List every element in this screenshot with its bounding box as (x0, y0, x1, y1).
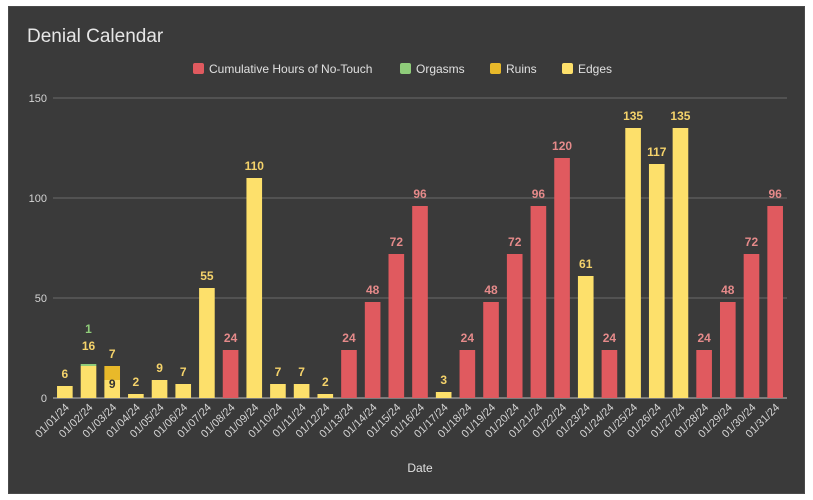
y-tick-label: 0 (41, 393, 47, 405)
legend-entry: Ruins (506, 62, 537, 76)
y-axis: 0 50 100 150 (29, 93, 47, 405)
data-label-hours: 120 (552, 139, 572, 153)
chart-title: Denial Calendar (27, 26, 164, 47)
data-label-hours: 72 (745, 235, 759, 249)
data-label-orgasms: 1 (85, 322, 92, 336)
data-label-edges: 7 (180, 365, 187, 379)
data-label-hours: 48 (366, 283, 380, 297)
bar-hours (483, 302, 499, 398)
bar-hours (222, 350, 239, 398)
legend-swatch (490, 63, 501, 74)
data-label-hours: 96 (413, 187, 427, 201)
bar-orgasms (80, 364, 97, 366)
bar-hours (719, 302, 736, 398)
data-label-edges: 6 (61, 367, 68, 381)
data-label-edges: 61 (579, 257, 593, 271)
data-label-hours: 72 (390, 235, 404, 249)
data-label-hours: 24 (461, 331, 475, 345)
bar-edges (648, 164, 665, 398)
bar-edges (246, 178, 263, 398)
bar-edges (293, 384, 310, 398)
bar-edges (577, 276, 594, 398)
data-label-edges: 7 (275, 365, 282, 379)
data-label-hours: 72 (508, 235, 522, 249)
bar-hours (341, 350, 357, 398)
data-label-ruins: 7 (109, 347, 116, 361)
legend-swatch (562, 63, 573, 74)
y-tick-label: 100 (29, 193, 47, 205)
data-label-hours: 24 (224, 331, 238, 345)
data-label-hours: 24 (603, 331, 617, 345)
data-label-edges: 135 (670, 109, 690, 123)
data-label-edges: 135 (623, 109, 643, 123)
data-label-edges: 2 (322, 375, 329, 389)
data-label-edges: 3 (440, 373, 447, 387)
data-label-edges: 7 (298, 365, 305, 379)
data-label-hours: 24 (342, 331, 356, 345)
bar-edges (128, 394, 144, 398)
bar-edges (435, 392, 452, 398)
bar-edges (104, 380, 121, 398)
bars (57, 128, 783, 398)
bar-hours (767, 206, 783, 398)
data-label-hours: 48 (721, 283, 735, 297)
bar-edges (80, 366, 97, 398)
data-label-edges: 110 (245, 159, 265, 173)
bar-hours (364, 302, 381, 398)
x-axis: 01/01/2401/02/2401/03/2401/04/2401/05/24… (33, 402, 782, 441)
legend-swatch (193, 63, 204, 74)
bar-ruins (104, 366, 121, 380)
denial-calendar-chart: Denial Calendar Cumulative Hours of No-T… (27, 26, 787, 475)
bar-edges (625, 128, 641, 398)
data-label-hours: 96 (768, 187, 782, 201)
legend: Cumulative Hours of No-Touch Orgasms Ruins… (193, 62, 612, 76)
bar-hours (530, 206, 547, 398)
y-tick-label: 50 (35, 293, 47, 305)
x-axis-title: Date (407, 461, 433, 475)
bar-edges (199, 288, 215, 398)
legend-swatch (400, 63, 411, 74)
data-label-edges: 9 (156, 361, 163, 375)
data-label-edges: 117 (647, 145, 667, 159)
legend-entry: Edges (578, 62, 612, 76)
data-label-hours: 96 (532, 187, 546, 201)
bar-hours (601, 350, 618, 398)
bar-hours (459, 350, 476, 398)
data-label-hours: 48 (484, 283, 498, 297)
bar-hours (554, 158, 570, 398)
legend-entry: Orgasms (416, 62, 465, 76)
data-label-hours: 24 (697, 331, 711, 345)
bar-edges (672, 128, 689, 398)
bar-hours (743, 254, 760, 398)
y-tick-label: 150 (29, 93, 47, 105)
legend-entry: Cumulative Hours of No-Touch (209, 62, 372, 76)
data-label-edges: 2 (133, 375, 140, 389)
bar-hours (696, 350, 712, 398)
bar-edges (175, 384, 192, 398)
bar-edges (270, 384, 286, 398)
bar-edges (317, 394, 334, 398)
bar-edges (57, 386, 73, 398)
bar-edges (151, 380, 168, 398)
bar-hours (388, 254, 405, 398)
chart-card: Denial Calendar Cumulative Hours of No-T… (8, 6, 805, 494)
bar-hours (412, 206, 428, 398)
bar-hours (506, 254, 523, 398)
data-label-edges: 16 (82, 339, 96, 353)
data-label-edges: 9 (109, 377, 116, 391)
data-label-edges: 55 (200, 269, 214, 283)
